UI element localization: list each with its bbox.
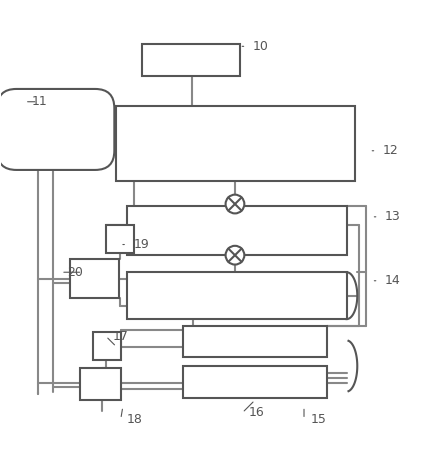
Circle shape <box>226 246 245 265</box>
Text: 15: 15 <box>311 413 326 426</box>
Bar <box>182 366 327 398</box>
Bar <box>127 206 347 255</box>
Text: 14: 14 <box>385 274 401 287</box>
Text: 10: 10 <box>253 40 269 53</box>
Bar <box>69 260 118 298</box>
Text: 16: 16 <box>248 406 264 420</box>
Text: 18: 18 <box>127 413 143 426</box>
FancyBboxPatch shape <box>0 89 115 170</box>
Bar <box>127 272 347 319</box>
Bar <box>80 368 121 400</box>
Text: 17: 17 <box>112 329 128 343</box>
Text: 11: 11 <box>31 95 47 108</box>
Bar <box>182 326 327 357</box>
Text: 13: 13 <box>385 211 401 223</box>
Circle shape <box>226 194 245 213</box>
Bar <box>106 225 133 253</box>
Text: 12: 12 <box>383 144 399 157</box>
Bar <box>142 44 240 76</box>
Text: 19: 19 <box>133 238 149 251</box>
Bar <box>93 332 121 360</box>
Text: 20: 20 <box>67 266 83 279</box>
Bar <box>116 106 355 181</box>
